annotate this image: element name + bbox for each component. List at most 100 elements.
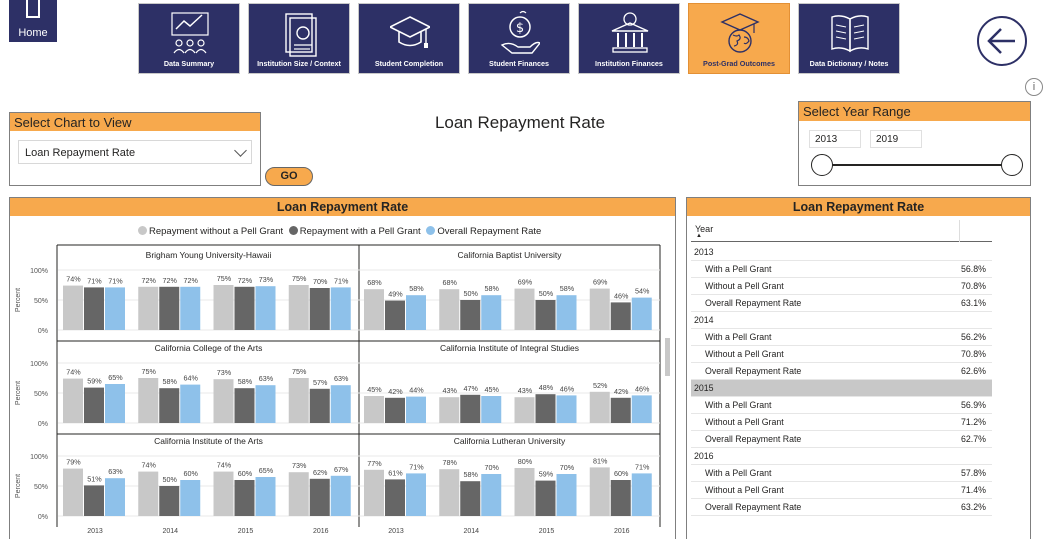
bar: [610, 480, 631, 516]
row-label: With a Pell Grant: [705, 468, 772, 478]
table-row[interactable]: Overall Repayment Rate 62.7%: [691, 431, 992, 448]
year-column-header[interactable]: Year: [695, 224, 714, 234]
nav-button-1[interactable]: Data Summary: [138, 3, 240, 74]
data-label: 64%: [184, 374, 199, 383]
data-label: 72%: [184, 276, 199, 285]
legend-item-without[interactable]: Repayment without a Pell Grant: [138, 226, 283, 237]
data-label: 59%: [87, 377, 102, 386]
table-row[interactable]: Overall Repayment Rate 62.6%: [691, 363, 992, 380]
row-label: Overall Repayment Rate: [705, 502, 802, 512]
bar: [385, 479, 405, 516]
svg-text:$: $: [516, 21, 524, 36]
bar: [439, 397, 460, 423]
bar: [589, 391, 610, 423]
table-row-year[interactable]: 2016: [691, 448, 992, 465]
back-button[interactable]: [977, 16, 1027, 66]
row-label: Overall Repayment Rate: [705, 434, 802, 444]
bar: [159, 388, 180, 423]
nav-button-2[interactable]: Institution Size / Context: [248, 3, 350, 74]
chevron-down-icon: [234, 144, 247, 157]
table-row[interactable]: With a Pell Grant 57.8%: [691, 465, 992, 482]
nav-button-5[interactable]: Institution Finances: [578, 3, 680, 74]
year-range-header: Select Year Range: [799, 102, 1030, 121]
data-label: 44%: [409, 386, 424, 395]
x-tick-label: 2013: [388, 528, 404, 535]
table-row[interactable]: Overall Repayment Rate 63.2%: [691, 499, 992, 516]
globe-cap-icon: [720, 13, 760, 53]
bar: [84, 387, 104, 423]
table-row[interactable]: Without a Pell Grant 70.8%: [691, 278, 992, 295]
bar: [439, 469, 460, 516]
data-label: 73%: [292, 461, 307, 470]
end-year-input[interactable]: 2019: [870, 130, 922, 148]
panel-title: California Institute of Integral Studies: [440, 343, 579, 353]
bar: [364, 469, 384, 516]
data-label: 50%: [539, 289, 554, 298]
bank-building-icon: [611, 12, 649, 53]
table-header[interactable]: Year ▲: [691, 220, 992, 242]
bar-chart: Brigham Young University-Hawaii 74% 71% 71%…: [15, 244, 661, 535]
data-label: 60%: [184, 469, 199, 478]
arrow-left-icon: [987, 28, 1015, 54]
table-row[interactable]: Without a Pell Grant 70.8%: [691, 346, 992, 363]
table-row[interactable]: With a Pell Grant 56.8%: [691, 261, 992, 278]
chart-dropdown[interactable]: Loan Repayment Rate: [18, 140, 252, 164]
info-icon[interactable]: i: [1025, 78, 1043, 96]
data-label: 63%: [108, 467, 123, 476]
bar: [460, 300, 481, 330]
nav-button-6[interactable]: Post-Grad Outcomes: [688, 3, 790, 74]
bar: [234, 388, 255, 423]
table-row-year[interactable]: 2015: [691, 380, 992, 397]
table-row[interactable]: Without a Pell Grant 71.2%: [691, 414, 992, 431]
table-row[interactable]: Overall Repayment Rate 63.1%: [691, 295, 992, 312]
table-row-year[interactable]: 2013: [691, 244, 992, 261]
bar: [288, 285, 309, 330]
row-label: Without a Pell Grant: [705, 281, 784, 291]
data-label: 65%: [259, 466, 274, 475]
bar: [460, 481, 481, 516]
bar: [213, 471, 234, 516]
nav-button-label: Institution Finances: [595, 59, 663, 68]
report-document-icon: [285, 13, 317, 57]
legend-item-with[interactable]: Repayment with a Pell Grant: [288, 226, 421, 237]
data-label: 67%: [334, 465, 349, 474]
bar: [213, 379, 234, 423]
data-label: 74%: [142, 461, 157, 470]
row-value: 63.1%: [961, 298, 986, 308]
table-row[interactable]: With a Pell Grant 56.9%: [691, 397, 992, 414]
bar: [330, 385, 351, 423]
bar: [84, 287, 104, 330]
table-row-year[interactable]: 2014: [691, 312, 992, 329]
bar: [255, 385, 276, 423]
start-year-input[interactable]: 2013: [809, 130, 861, 148]
home-button[interactable]: Home: [9, 0, 57, 42]
panel-title: Brigham Young University-Hawaii: [146, 250, 272, 260]
data-label: 46%: [635, 384, 650, 393]
data-label: 58%: [560, 284, 575, 293]
table-row[interactable]: With a Pell Grant 56.2%: [691, 329, 992, 346]
nav-button-3[interactable]: Student Completion: [358, 3, 460, 74]
data-label: 74%: [66, 368, 81, 377]
bar: [535, 394, 556, 423]
row-label: With a Pell Grant: [705, 400, 772, 410]
y-tick-label: 100%: [30, 361, 48, 368]
data-label: 54%: [635, 287, 650, 296]
row-value: 56.9%: [961, 400, 986, 410]
start-year-handle[interactable]: [811, 154, 833, 176]
go-button[interactable]: GO: [265, 167, 313, 186]
bar: [610, 397, 631, 423]
chart-scrollbar[interactable]: [665, 338, 670, 376]
bar: [364, 289, 384, 330]
nav-button-4[interactable]: $ Student Finances: [468, 3, 570, 74]
end-year-handle[interactable]: [1001, 154, 1023, 176]
data-label: 58%: [163, 377, 178, 386]
row-value: 62.6%: [961, 366, 986, 376]
y-tick-label: 100%: [30, 454, 48, 461]
data-label: 68%: [367, 278, 382, 287]
bar: [213, 285, 234, 330]
bar: [385, 300, 405, 330]
table-row[interactable]: Without a Pell Grant 71.4%: [691, 482, 992, 499]
legend-item-overall[interactable]: Overall Repayment Rate: [426, 226, 541, 237]
data-label: 69%: [518, 278, 533, 287]
nav-button-7[interactable]: Data Dictionary / Notes: [798, 3, 900, 74]
